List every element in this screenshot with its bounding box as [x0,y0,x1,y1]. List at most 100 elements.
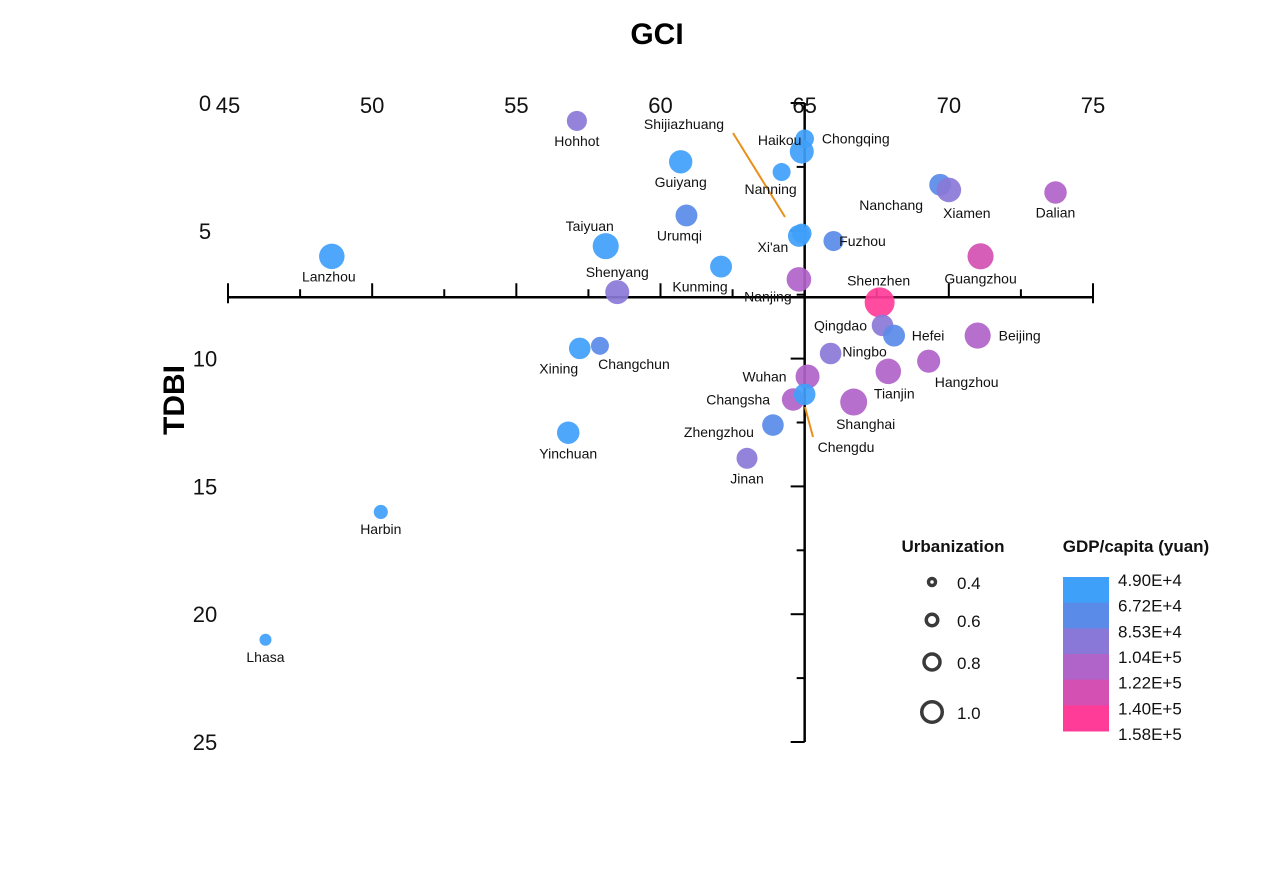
x-tick-label: 50 [360,93,384,118]
point-lanzhou [319,243,345,270]
size-legend-title: Urbanization [902,537,1005,556]
label-hohhot: Hohhot [554,133,599,149]
point-changchun [590,336,609,355]
point-labels: Hohhot Guiyang Urumqi Taiyuan Lanzhou Shenyan… [246,116,1075,665]
point-lhasa [259,633,272,646]
color-legend-label: 1.22E+5 [1118,674,1182,693]
label-ningbo: Ningbo [842,343,887,359]
color-legend: 4.90E+4 6.72E+4 8.53E+4 1.04E+5 1.22E+5 1.40E… [1063,571,1182,744]
point-xian [787,224,810,247]
y-tick-label: 25 [193,730,217,755]
leader-lines [732,132,814,438]
label-haikou: Haikou [758,132,802,148]
point-hefei [883,324,905,347]
axes: 45 50 55 60 65 70 75 0 5 10 15 20 25 [193,91,1105,755]
point-wuhan [795,364,820,389]
y-axis-title: TDBI [158,365,191,435]
label-nanning: Nanning [745,181,797,197]
color-legend-label: 1.04E+5 [1118,648,1182,667]
point-nanjing [786,267,812,292]
label-guangzhou: Guangzhou [944,270,1016,286]
label-xining: Xining [539,360,578,376]
x-tick-label: 45 [216,93,240,118]
point-chongqing [789,139,814,164]
point-xining [568,337,591,360]
size-legend-ring [924,612,940,628]
label-zhengzhou: Zhengzhou [684,424,754,440]
label-harbin: Harbin [360,521,401,537]
data-points [259,110,1067,646]
point-shenzhen [864,287,895,318]
label-xian: Xi'an [758,239,789,255]
label-nanchang: Nanchang [859,197,923,213]
label-hangzhou: Hangzhou [935,374,999,390]
y-tick-label: 5 [199,219,211,244]
leader-line-chengdu [804,406,814,438]
point-tianjin [875,358,902,385]
label-lanzhou: Lanzhou [302,268,356,284]
size-legend-ring [922,652,942,672]
color-legend-band [1063,628,1109,655]
label-changchun: Changchun [598,356,670,372]
color-legend-label: 1.58E+5 [1118,725,1182,744]
x-tick-label: 70 [937,93,961,118]
color-legend-band [1063,654,1109,681]
label-dalian: Dalian [1036,204,1076,220]
size-legend-label: 0.4 [957,574,981,593]
size-legend: 0.4 0.6 0.8 1.0 [920,574,981,724]
label-changsha: Changsha [706,391,770,407]
size-legend-ring [920,700,944,724]
point-zhengzhou [762,414,784,436]
y-tick-label: 20 [193,602,217,627]
size-legend-label: 0.8 [957,654,981,673]
label-xiamen: Xiamen [943,205,990,221]
point-kunming [710,255,732,278]
label-beijing: Beijing [999,328,1041,344]
label-chengdu: Chengdu [818,439,875,455]
label-shanghai: Shanghai [836,416,895,432]
color-legend-label: 6.72E+4 [1118,597,1182,616]
point-guangzhou [967,243,994,270]
size-legend-label: 0.6 [957,612,981,631]
point-beijing [964,322,991,349]
point-xiamen [936,177,962,203]
label-kunming: Kunming [672,279,727,295]
point-hangzhou [917,349,941,373]
label-shenyang: Shenyang [586,264,649,280]
point-urumqi [675,204,698,227]
size-legend-ring [926,576,938,588]
color-legend-band [1063,577,1109,604]
x-tick-label: 65 [792,93,816,118]
label-taiyuan: Taiyuan [566,218,614,234]
label-urumqi: Urumqi [657,227,702,243]
color-legend-label: 4.90E+4 [1118,571,1182,590]
y-tick-label: 0 [199,91,211,116]
point-chengdu [793,383,816,406]
label-fuzhou: Fuzhou [839,233,886,249]
point-dalian [1044,181,1067,204]
point-shenyang [605,280,630,305]
label-guiyang: Guiyang [655,174,707,190]
label-nanjing: Nanjing [744,288,791,304]
point-nanning [772,163,791,182]
point-yinchuan [556,421,580,444]
x-tick-label: 55 [504,93,528,118]
color-legend-label: 1.40E+5 [1118,699,1182,718]
point-jinan [736,447,758,469]
color-legend-band [1063,602,1109,629]
label-shijiazhuang: Shijiazhuang [644,116,724,132]
label-lhasa: Lhasa [246,649,284,665]
label-chongqing: Chongqing [822,131,890,147]
point-shanghai [840,388,868,416]
color-legend-band [1063,679,1109,706]
label-tianjin: Tianjin [874,385,915,401]
point-guiyang [668,150,693,174]
x-tick-label: 75 [1081,93,1105,118]
y-tick-label: 10 [193,347,217,372]
label-yinchuan: Yinchuan [539,446,597,462]
point-harbin [373,504,388,520]
color-legend-title: GDP/capita (yuan) [1063,537,1209,556]
point-hohhot [566,110,587,131]
point-ningbo [819,342,842,365]
